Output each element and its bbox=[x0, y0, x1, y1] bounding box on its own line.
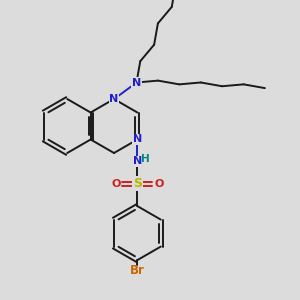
Text: N: N bbox=[110, 94, 118, 104]
Text: O: O bbox=[154, 178, 164, 189]
Text: N: N bbox=[133, 156, 142, 166]
Text: S: S bbox=[133, 177, 142, 190]
Text: O: O bbox=[111, 178, 121, 189]
Text: H: H bbox=[141, 154, 150, 164]
Text: Br: Br bbox=[130, 263, 145, 277]
Text: N: N bbox=[132, 77, 141, 88]
Text: N: N bbox=[133, 134, 142, 145]
